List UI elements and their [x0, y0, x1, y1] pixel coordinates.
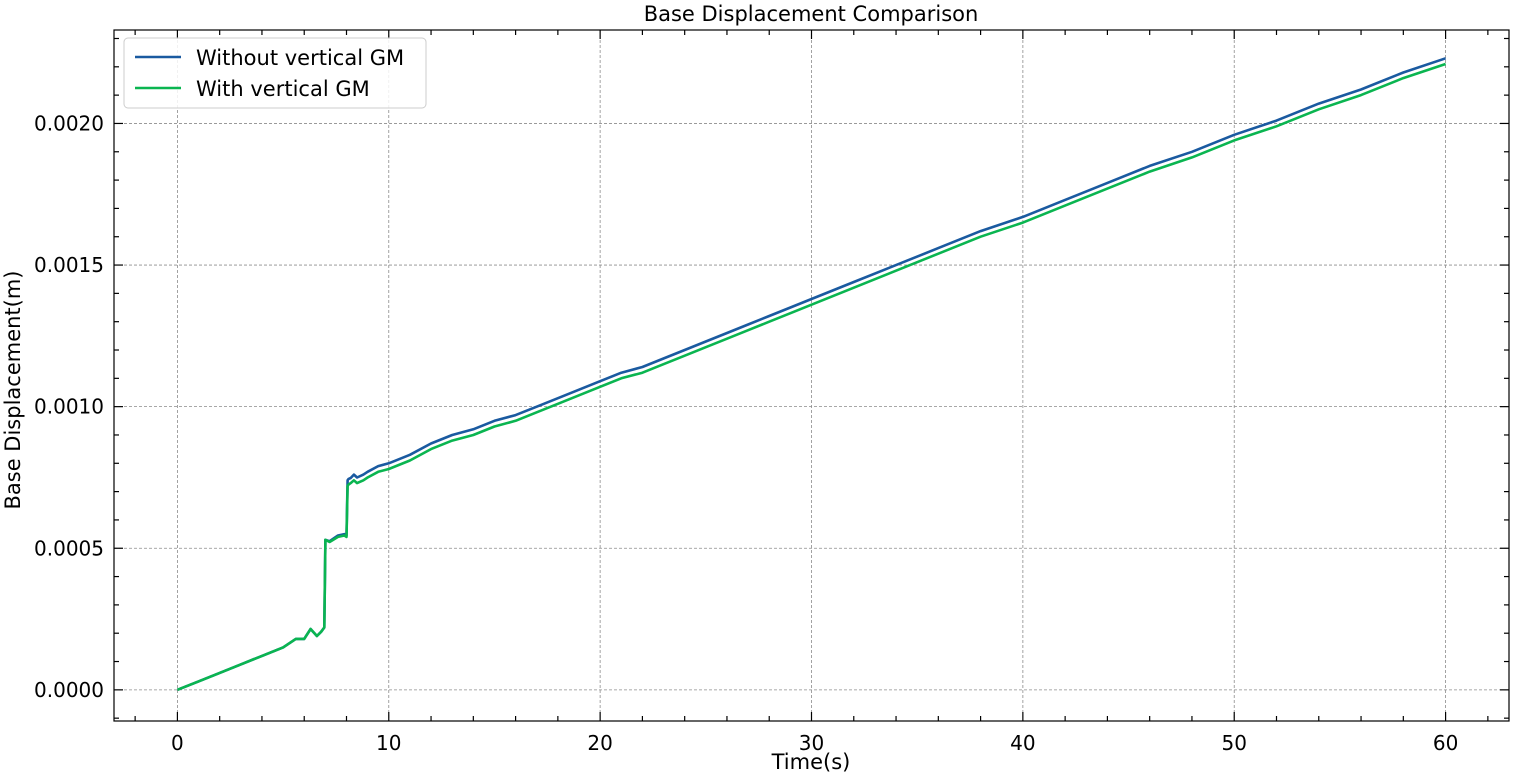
series-line-2: [176, 62, 1447, 692]
x-axis-label: Time(s): [771, 750, 851, 774]
x-tick-label: 0: [171, 731, 184, 755]
x-tick-label: 20: [587, 731, 612, 755]
y-tick-label: 0.0015: [34, 253, 104, 277]
series-layer: [176, 57, 1447, 692]
y-tick-label: 0.0020: [34, 111, 104, 135]
x-tick-label: 10: [376, 731, 401, 755]
legend-box: [123, 37, 427, 109]
y-tick-label: 0.0000: [34, 678, 104, 702]
grid: [114, 30, 1509, 721]
y-tick-label: 0.0010: [34, 395, 104, 419]
legend-label-1: Without vertical GM: [196, 46, 404, 70]
y-tick-label: 0.0005: [34, 536, 104, 560]
legend: Without vertical GM With vertical GM: [123, 37, 427, 109]
x-tick-label: 50: [1222, 731, 1247, 755]
y-axis-label: Base Displacement(m): [1, 270, 25, 509]
chart-title: Base Displacement Comparison: [644, 2, 979, 26]
legend-label-2: With vertical GM: [196, 77, 370, 101]
x-tick-label: 60: [1433, 731, 1458, 755]
x-tick-label: 30: [799, 731, 824, 755]
axes: 0 10 20 30 40 50 60 0.0000 0.0005 0.0010 0.0015 0.0…: [34, 29, 1510, 755]
x-tick-label: 40: [1010, 731, 1035, 755]
